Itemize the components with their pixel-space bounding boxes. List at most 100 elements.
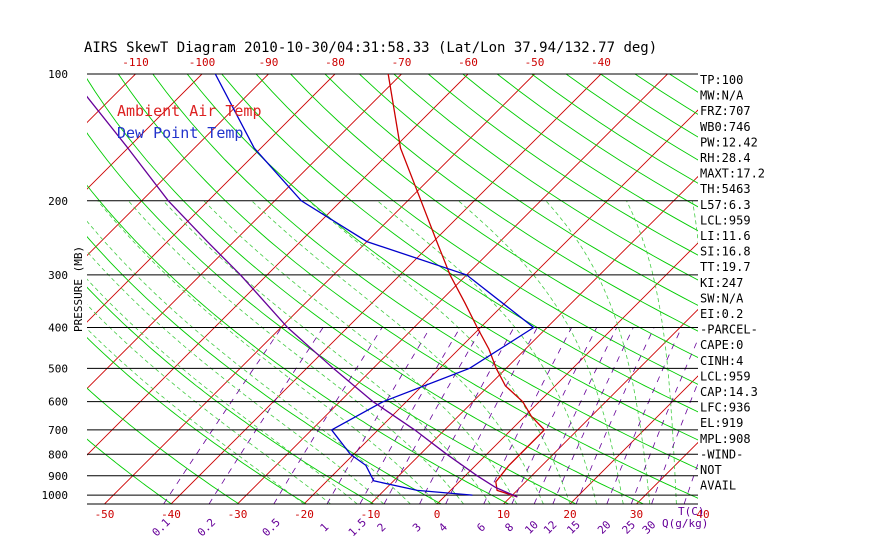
bottom-temp-tick-label: 40 [696,508,709,521]
pressure-tick-label: 400 [48,322,68,335]
bottom-temp-tick-label: -20 [294,508,314,521]
pressure-tick-label: 900 [48,470,68,483]
isotherm-line [87,74,402,390]
dry-adiabat-line [87,387,240,504]
stability-index-item: CAPE:0 [700,338,743,352]
dry-adiabat-line [87,78,644,504]
legend: Ambient Air Temp Dew Point Temp [117,102,262,142]
mixing-ratio-tick-label: 3 [410,521,424,535]
dry-adiabat-line [152,74,698,470]
y-axis-label: PRESSURE (MB) [72,246,85,332]
mixing-ratio-tick-label: 20 [595,518,614,537]
mixing-ratio-line [273,327,383,504]
stability-index-item: SI:16.8 [700,245,751,259]
stability-index-item: TP:100 [700,73,743,87]
pressure-tick-label: 1000 [42,489,69,502]
dry-adiabat-line [290,74,698,359]
parcel-path-line [87,95,518,498]
dry-adiabat-line [87,236,442,504]
stability-index-item: TT:19.7 [700,260,751,274]
isotherm-line [436,242,698,504]
mixing-ratio-line [630,338,698,504]
dry-adiabat-line [186,74,698,441]
mixing-ratio-tick-label: 8 [502,521,516,535]
bottom-temp-tick-label: 20 [563,508,576,521]
mixing-ratio-line [483,327,572,504]
mixing-ratio-line [383,327,483,504]
isotherm-line [303,109,698,504]
stability-index-item: TH:5463 [700,182,751,196]
stability-index-item: WB0:746 [700,120,751,134]
mixing-ratio-line [533,327,618,504]
stability-index-item: RH:28.4 [700,151,751,165]
background-grid [0,74,870,504]
moist-adiabat-line [626,200,677,504]
mixing-ratio-tick-label: 1 [318,521,332,535]
isobar-lines [87,73,698,505]
mixing-ratio-line [208,327,324,504]
isotherm-line [770,74,870,504]
bottom-temp-tick-label: 0 [434,508,441,521]
isotherm-line [87,74,269,257]
mixing-ratio-tick-label: 2 [375,521,389,535]
moist-adiabat-line [203,200,518,504]
isotherm-line [170,74,602,504]
stability-index-item: PW:12.42 [700,135,758,149]
stability-index-item: KI:247 [700,276,743,290]
top-temp-tick-label: -90 [259,56,279,69]
pressure-tick-label: 100 [48,68,68,81]
pressure-tick-labels: 100 200 300 400 500 600 700 800 900 1000 [42,68,69,502]
moist-adiabat-line [128,200,464,504]
isotherm-line [503,308,698,504]
stability-index-item: AVAIL [700,479,736,493]
stability-index-item: MAXT:17.2 [700,167,765,181]
bottom-temp-tick-label: 30 [630,508,643,521]
dry-adiabat-line [738,74,870,504]
stability-index-item: LFC:936 [700,401,751,415]
mixing-ratio-tick-label: 10 [522,518,541,537]
moist-adiabat-line [458,200,624,504]
dry-adiabat-line [773,74,870,504]
mixing-ratio-line [511,327,598,504]
dew-point-temp-line [214,74,535,496]
stability-index-item: CINH:4 [700,354,743,368]
dry-adiabat-line [255,74,698,385]
stability-index-item: SW:N/A [700,291,744,305]
profile-series [87,74,546,498]
stability-index-item: MPL:908 [700,432,751,446]
isotherm-line [836,74,870,504]
isotherm-line [0,74,3,504]
stability-index-item: CAP:14.3 [700,385,758,399]
top-temp-tick-label: -70 [392,56,412,69]
moist-adiabat-line [87,278,358,504]
moist-adiabat-line [251,200,544,504]
moist-adiabat-line [87,220,411,504]
mixing-ratio-line [575,327,655,504]
mixing-ratio-line [419,327,515,504]
stability-index-item: L57:6.3 [700,198,751,212]
stability-index-item: LCL:959 [700,213,751,227]
mixing-ratio-line [326,327,431,504]
legend-ambient-air-temp: Ambient Air Temp [117,102,262,120]
moist-adiabat-line [87,304,331,504]
isotherm-line [237,74,668,504]
bottom-temperature-ticks: -50 -40 -30 -20 -10 0 10 20 30 40 [95,508,710,521]
moist-adiabat-line [377,200,597,504]
mixing-ratio-line [606,327,682,504]
dry-adiabat-line [393,74,698,281]
stability-index-item: NOT [700,463,722,477]
dry-adiabat-line [87,438,172,504]
moist-adiabat-line [163,200,491,504]
dry-adiabat-line [117,74,698,499]
stability-index-item: -WIND- [700,447,743,461]
stability-index-item: -PARCEL- [700,323,758,337]
mixing-ratio-line [359,327,461,504]
mixing-ratio-tick-label: 25 [620,518,639,537]
mixing-ratio-tick-label: 0.5 [260,516,283,539]
bottom-temp-tick-label: -10 [361,508,381,521]
chart-title: AIRS SkewT Diagram 2010-10-30/04:31:58.3… [84,40,657,56]
top-temp-tick-label: -50 [525,56,545,69]
dry-adiabat-line [87,184,509,504]
